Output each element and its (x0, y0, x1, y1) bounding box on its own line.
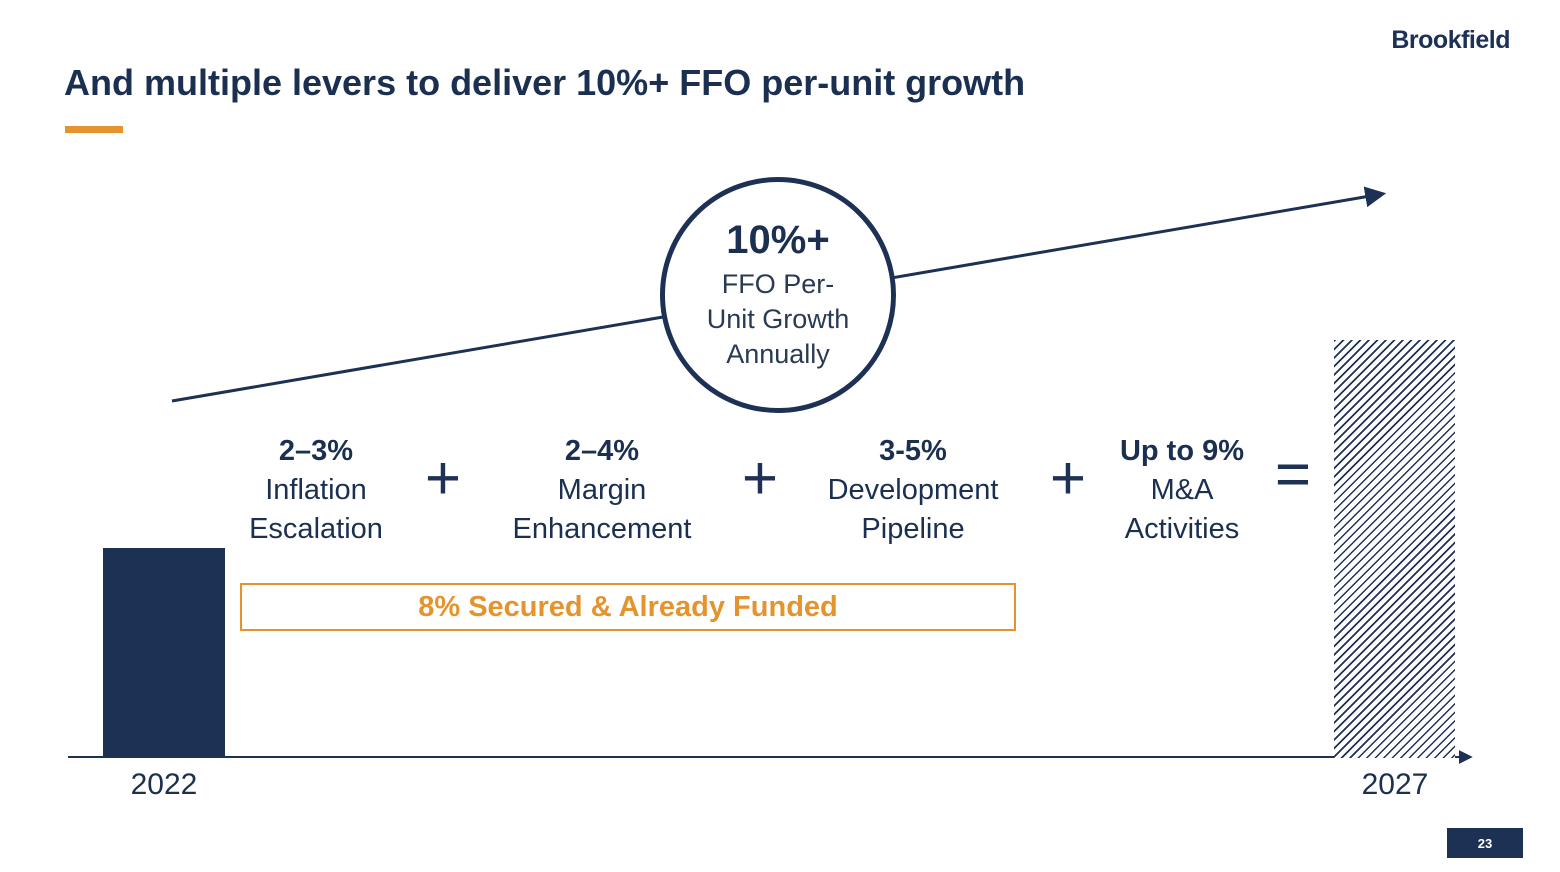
axis-label-2027: 2027 (1361, 768, 1429, 801)
page-number-badge: 23 (1447, 828, 1523, 858)
bar-2027-hatched (1334, 340, 1455, 758)
title-accent-dash (65, 126, 123, 133)
lever-development-pipeline: 3-5% Development Pipeline (798, 432, 1028, 549)
lever-line: Development (827, 474, 999, 507)
plus-sign-icon: + (1049, 444, 1087, 513)
page-number: 23 (1477, 835, 1493, 851)
lever-line: Activities (1124, 513, 1240, 546)
axis-label-2022: 2022 (130, 768, 198, 801)
slide-title: And multiple levers to deliver 10%+ FFO … (64, 62, 1026, 103)
secured-funded-label: 8% Secured & Already Funded (418, 590, 838, 623)
circle-line-2: Unit Growth (706, 303, 850, 334)
lever-line: Enhancement (512, 513, 692, 546)
lever-line: M&A (1150, 474, 1214, 507)
lever-pct: 2–3% (278, 435, 354, 467)
circle-line-3: Annually (726, 339, 830, 370)
ffo-growth-circle: 10%+ FFO Per- Unit Growth Annually (660, 177, 896, 413)
circle-line-1: FFO Per- (721, 268, 835, 299)
circle-headline: 10%+ (726, 217, 830, 262)
lever-line: Pipeline (861, 513, 965, 546)
lever-line: Margin (557, 474, 647, 507)
lever-pct: Up to 9% (1119, 435, 1245, 467)
equals-sign-icon: = (1274, 440, 1312, 509)
lever-pct: 3-5% (879, 435, 947, 467)
bar-2022 (103, 548, 225, 758)
brookfield-logo: Brookfield (1391, 26, 1510, 54)
lever-line: Escalation (249, 513, 383, 546)
lever-ma-activities: Up to 9% M&A Activities (1067, 432, 1297, 549)
lever-line: Inflation (265, 474, 367, 507)
secured-funded-callout: 8% Secured & Already Funded (240, 583, 1016, 631)
plus-sign-icon: + (424, 444, 462, 513)
lever-pct: 2–4% (564, 435, 640, 467)
plus-sign-icon: + (741, 444, 779, 513)
lever-margin-enhancement: 2–4% Margin Enhancement (487, 432, 717, 549)
lever-inflation-escalation: 2–3% Inflation Escalation (201, 432, 431, 549)
